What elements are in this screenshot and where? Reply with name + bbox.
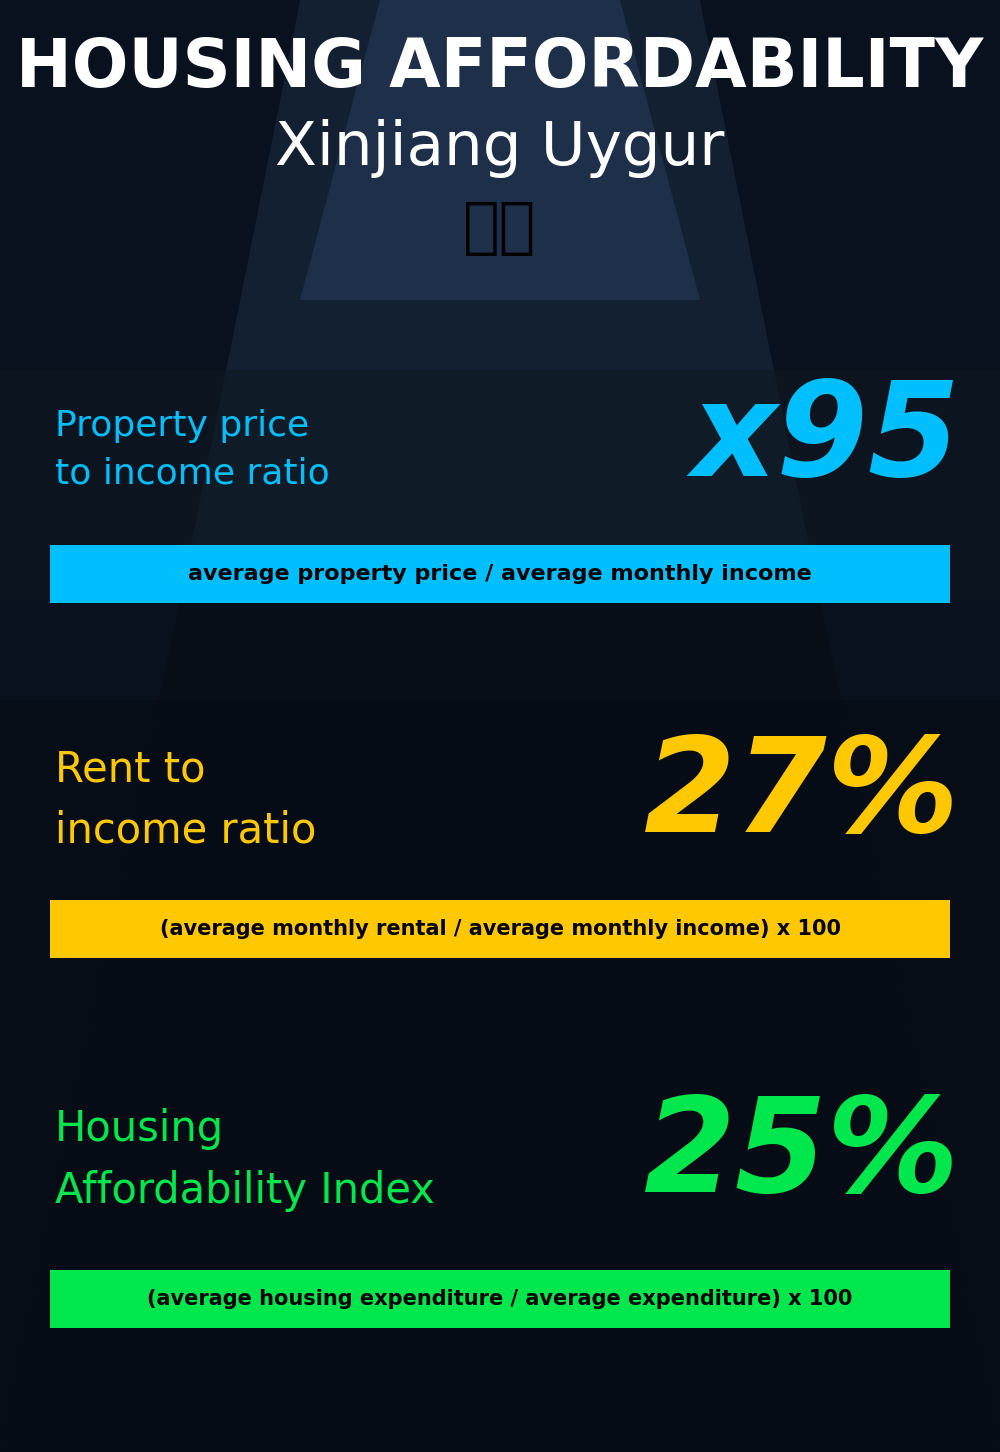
Text: 27%: 27% (644, 732, 960, 858)
Bar (50, 900, 950, 958)
Text: HOUSING AFFORDABILITY: HOUSING AFFORDABILITY (16, 35, 984, 102)
Text: x95: x95 (691, 376, 960, 504)
Text: average property price / average monthly income: average property price / average monthly… (188, 563, 812, 584)
Polygon shape (700, 0, 1000, 1452)
Polygon shape (180, 0, 820, 600)
Text: (average housing expenditure / average expenditure) x 100: (average housing expenditure / average e… (147, 1289, 853, 1310)
Text: Property price
to income ratio: Property price to income ratio (55, 409, 330, 491)
Bar (50, 1270, 950, 1329)
Polygon shape (300, 0, 700, 301)
Text: Rent to
income ratio: Rent to income ratio (55, 748, 316, 852)
Text: (average monthly rental / average monthly income) x 100: (average monthly rental / average monthl… (160, 919, 840, 939)
Text: 🇨🇳: 🇨🇳 (463, 199, 537, 257)
Bar (50, 544, 950, 603)
Polygon shape (0, 0, 300, 1452)
Bar (0, 370, 1000, 600)
Text: Housing
Affordability Index: Housing Affordability Index (55, 1108, 435, 1212)
Text: Xinjiang Uygur: Xinjiang Uygur (275, 119, 725, 177)
Text: 25%: 25% (644, 1092, 960, 1218)
Bar (0, 700, 1000, 1452)
